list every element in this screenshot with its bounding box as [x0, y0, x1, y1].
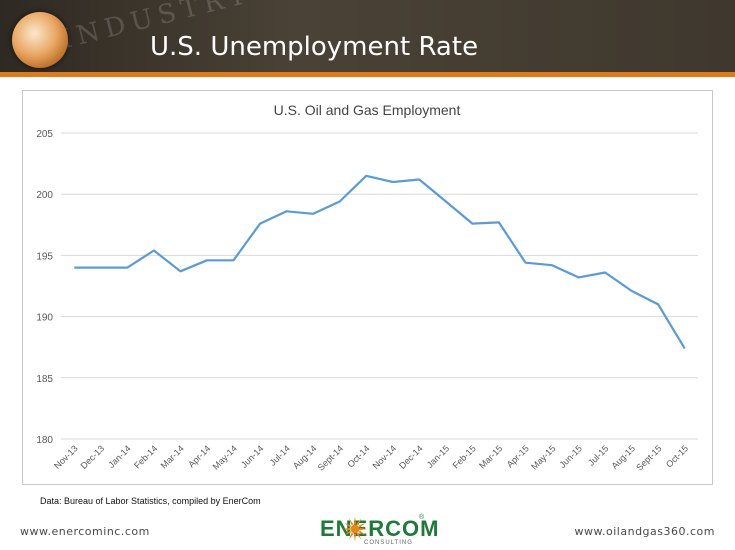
x-tick-label: Jan-14	[106, 443, 133, 470]
y-tick-label: 180	[36, 435, 53, 446]
x-tick-label: Nov-14	[371, 443, 399, 471]
y-axis-ticks: 180 185 190 195 200 205	[36, 129, 53, 446]
line-chart: U.S. Oil and Gas Employment 180 185 190 195…	[36, 102, 698, 473]
x-tick-label: Jun-14	[239, 443, 266, 470]
footer-website-right[interactable]: www.oilandgas360.com	[574, 525, 715, 538]
logo-registered: ®	[419, 514, 425, 521]
x-tick-label: Jun-15	[557, 443, 584, 470]
x-tick-label: Sept-15	[634, 443, 663, 472]
x-tick-label: Nov-13	[52, 443, 80, 471]
x-tick-label: Oct-14	[345, 443, 371, 469]
starburst-ray	[358, 530, 366, 536]
starburst-ray	[344, 530, 352, 536]
x-tick-label: Apr-14	[186, 443, 212, 469]
series-layer	[74, 174, 686, 349]
starburst-ray	[344, 522, 352, 528]
enercom-logo: ENERCOM ® CONSULTING	[312, 510, 438, 548]
chart-title: U.S. Oil and Gas Employment	[274, 102, 461, 118]
starburst-ray	[342, 527, 351, 531]
x-tick-label: Mar-14	[159, 443, 186, 470]
starburst-ray	[348, 532, 354, 540]
starburst-ray	[353, 516, 357, 525]
starburst-ray	[356, 518, 362, 526]
x-tick-label: May-14	[211, 443, 239, 471]
x-tick-label: Dec-13	[79, 443, 107, 471]
x-tick-label: Mar-15	[477, 443, 504, 470]
starburst-ray	[353, 533, 357, 542]
x-tick-label: Feb-14	[132, 443, 159, 470]
starburst-ray	[356, 532, 362, 540]
starburst-ray	[348, 518, 354, 526]
logo-subtitle: CONSULTING	[364, 540, 413, 546]
x-tick-label: Jul-15	[586, 443, 610, 467]
y-tick-label: 190	[36, 313, 53, 324]
series-line-0	[74, 174, 686, 349]
starburst-ray	[359, 527, 368, 531]
x-tick-label: Jan-15	[425, 443, 452, 470]
starburst-ray	[358, 522, 366, 528]
y-tick-label: 200	[36, 190, 53, 201]
y-tick-label: 185	[36, 374, 53, 385]
x-tick-label: May-15	[529, 443, 557, 471]
source-note: Data: Bureau of Labor Statistics, compil…	[40, 496, 261, 506]
x-tick-label: Sept-14	[316, 443, 345, 472]
y-tick-label: 195	[36, 251, 53, 262]
x-tick-label: Dec-14	[397, 443, 425, 471]
title-banner: INDUSTRY U.S. Unemployment Rate	[0, 0, 735, 72]
globe-icon	[12, 12, 68, 68]
x-tick-label: Feb-15	[451, 443, 478, 470]
gridlines	[61, 132, 698, 440]
footer-website-left[interactable]: www.enercominc.com	[20, 525, 150, 538]
starburst-icon	[342, 516, 368, 542]
banner-stripe	[0, 72, 735, 77]
logo-wordmark: ENERCOM	[320, 516, 440, 541]
slide-title: U.S. Unemployment Rate	[150, 32, 479, 62]
x-tick-label: Aug-15	[609, 443, 637, 471]
y-tick-label: 205	[36, 129, 53, 140]
x-tick-label: Oct-15	[664, 443, 690, 469]
x-tick-label: Apr-15	[505, 443, 531, 469]
x-tick-label: Aug-14	[291, 443, 319, 471]
chart-frame: U.S. Oil and Gas Employment 180 185 190 195…	[22, 90, 713, 485]
x-tick-label: Jul-14	[268, 443, 292, 467]
